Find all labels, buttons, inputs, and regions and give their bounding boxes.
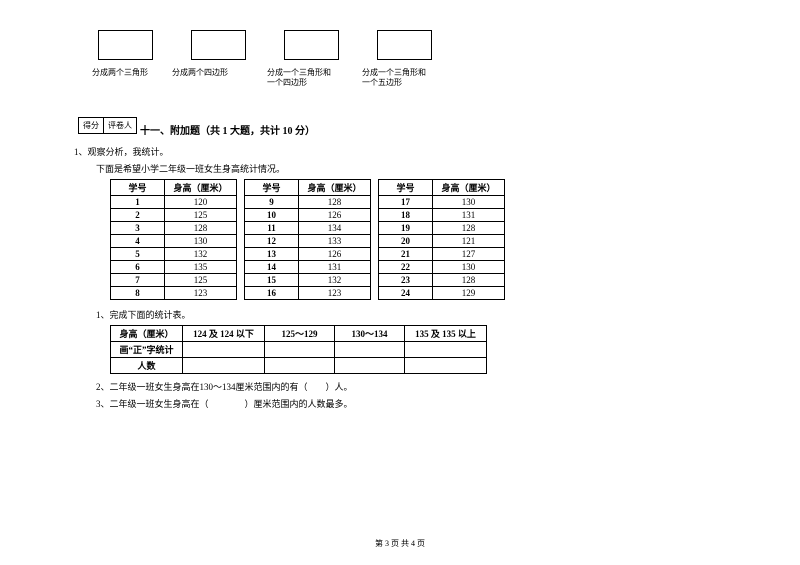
shape-label-4: 分成一个三角形和 一个五边形	[362, 68, 457, 89]
table-cell: 4	[111, 234, 165, 247]
score-box: 得分 评卷人	[78, 117, 137, 134]
section-title: 十一、附加题（共 1 大题，共计 10 分）	[140, 122, 720, 137]
score-label: 得分	[79, 118, 104, 133]
table-cell: 127	[433, 247, 505, 260]
table-cell: 126	[299, 247, 371, 260]
table-cell: 126	[299, 208, 371, 221]
table-cell: 7	[111, 273, 165, 286]
table-cell: 123	[165, 286, 237, 299]
table-cell: 131	[433, 208, 505, 221]
shape-labels-row: 分成两个三角形 分成两个四边形 分成一个三角形和 一个四边形 分成一个三角形和 …	[92, 68, 720, 89]
table-cell: 123	[299, 286, 371, 299]
table-cell: 128	[299, 195, 371, 208]
sum-r1c2	[265, 341, 335, 357]
table-cell: 21	[379, 247, 433, 260]
table-cell: 14	[245, 260, 299, 273]
table-cell: 3	[111, 221, 165, 234]
th-id-2: 学号	[245, 179, 299, 195]
page-footer: 第 3 页 共 4 页	[0, 538, 800, 549]
summary-table: 身高（厘米） 124 及 124 以下 125～129 130～134 135 …	[110, 325, 487, 374]
sum-h0: 身高（厘米）	[111, 325, 183, 341]
table-cell: 8	[111, 286, 165, 299]
table-cell: 128	[433, 273, 505, 286]
sum-r2-label: 人数	[111, 357, 183, 373]
sub-question-2: 2、二年级一班女生身高在130～134厘米范围内的有（ ）人。	[96, 380, 720, 393]
table-cell: 22	[379, 260, 433, 273]
shape-box-2	[191, 30, 246, 60]
shape-box-3	[284, 30, 339, 60]
table-row: 7125 15132 23128	[111, 273, 505, 286]
table-row: 4130 12133 20121	[111, 234, 505, 247]
sub-question-1: 1、完成下面的统计表。	[96, 308, 720, 321]
table-cell: 12	[245, 234, 299, 247]
table-cell: 128	[165, 221, 237, 234]
sum-h3: 130～134	[335, 325, 405, 341]
table-row: 31281113419128	[111, 221, 505, 234]
table-cell: 1	[111, 195, 165, 208]
table-cell: 11	[245, 221, 299, 234]
table-cell: 24	[379, 286, 433, 299]
sum-r2c4	[405, 357, 487, 373]
table-cell: 9	[245, 195, 299, 208]
table-cell: 130	[433, 195, 505, 208]
table-cell: 130	[165, 234, 237, 247]
table-row: 1120 9128 17130	[111, 195, 505, 208]
sum-h1: 124 及 124 以下	[183, 325, 265, 341]
table-cell: 13	[245, 247, 299, 260]
table-cell: 130	[433, 260, 505, 273]
shape-label-2: 分成两个四边形	[172, 68, 267, 89]
shape-box-4	[377, 30, 432, 60]
question-number: 1、观察分析，我统计。	[74, 145, 720, 158]
question-desc: 下面是希望小学二年级一班女生身高统计情况。	[96, 162, 720, 175]
table-cell: 20	[379, 234, 433, 247]
sum-r1-label: 画“正”字统计	[111, 341, 183, 357]
table-row: 2125 10126 18131	[111, 208, 505, 221]
table-cell: 125	[165, 273, 237, 286]
sum-r1c3	[335, 341, 405, 357]
table-cell: 133	[299, 234, 371, 247]
shape-label-1: 分成两个三角形	[92, 68, 172, 89]
table-cell: 17	[379, 195, 433, 208]
th-h-3: 身高（厘米）	[433, 179, 505, 195]
table-cell: 16	[245, 286, 299, 299]
table-cell: 6	[111, 260, 165, 273]
table-cell: 135	[165, 260, 237, 273]
height-data-table: 学号 身高（厘米） 学号 身高（厘米） 学号 身高（厘米） 1120912817…	[110, 179, 505, 300]
sum-h2: 125～129	[265, 325, 335, 341]
sum-r2c3	[335, 357, 405, 373]
table-cell: 18	[379, 208, 433, 221]
sum-r1c4	[405, 341, 487, 357]
table-cell: 19	[379, 221, 433, 234]
th-id-3: 学号	[379, 179, 433, 195]
table-cell: 132	[299, 273, 371, 286]
table-cell: 23	[379, 273, 433, 286]
table-row: 5132 13126 21127	[111, 247, 505, 260]
th-h-2: 身高（厘米）	[299, 179, 371, 195]
table-cell: 125	[165, 208, 237, 221]
th-h-1: 身高（厘米）	[165, 179, 237, 195]
table-cell: 15	[245, 273, 299, 286]
shape-boxes-row	[98, 30, 720, 60]
sum-r1c1	[183, 341, 265, 357]
sum-h4: 135 及 135 以上	[405, 325, 487, 341]
th-id-1: 学号	[111, 179, 165, 195]
sum-r2c1	[183, 357, 265, 373]
table-cell: 2	[111, 208, 165, 221]
reviewer-label: 评卷人	[104, 118, 136, 133]
table-cell: 132	[165, 247, 237, 260]
table-cell: 128	[433, 221, 505, 234]
table-row: 81231612324129	[111, 286, 505, 299]
table-cell: 129	[433, 286, 505, 299]
table-cell: 134	[299, 221, 371, 234]
shape-box-1	[98, 30, 153, 60]
table-cell: 121	[433, 234, 505, 247]
shape-label-3: 分成一个三角形和 一个四边形	[267, 68, 362, 89]
sub-question-3: 3、二年级一班女生身高在（ ）厘米范围内的人数最多。	[96, 397, 720, 410]
table-cell: 120	[165, 195, 237, 208]
table-row: 6135 14131 22130	[111, 260, 505, 273]
table-cell: 10	[245, 208, 299, 221]
table-cell: 131	[299, 260, 371, 273]
table-cell: 5	[111, 247, 165, 260]
sum-r2c2	[265, 357, 335, 373]
